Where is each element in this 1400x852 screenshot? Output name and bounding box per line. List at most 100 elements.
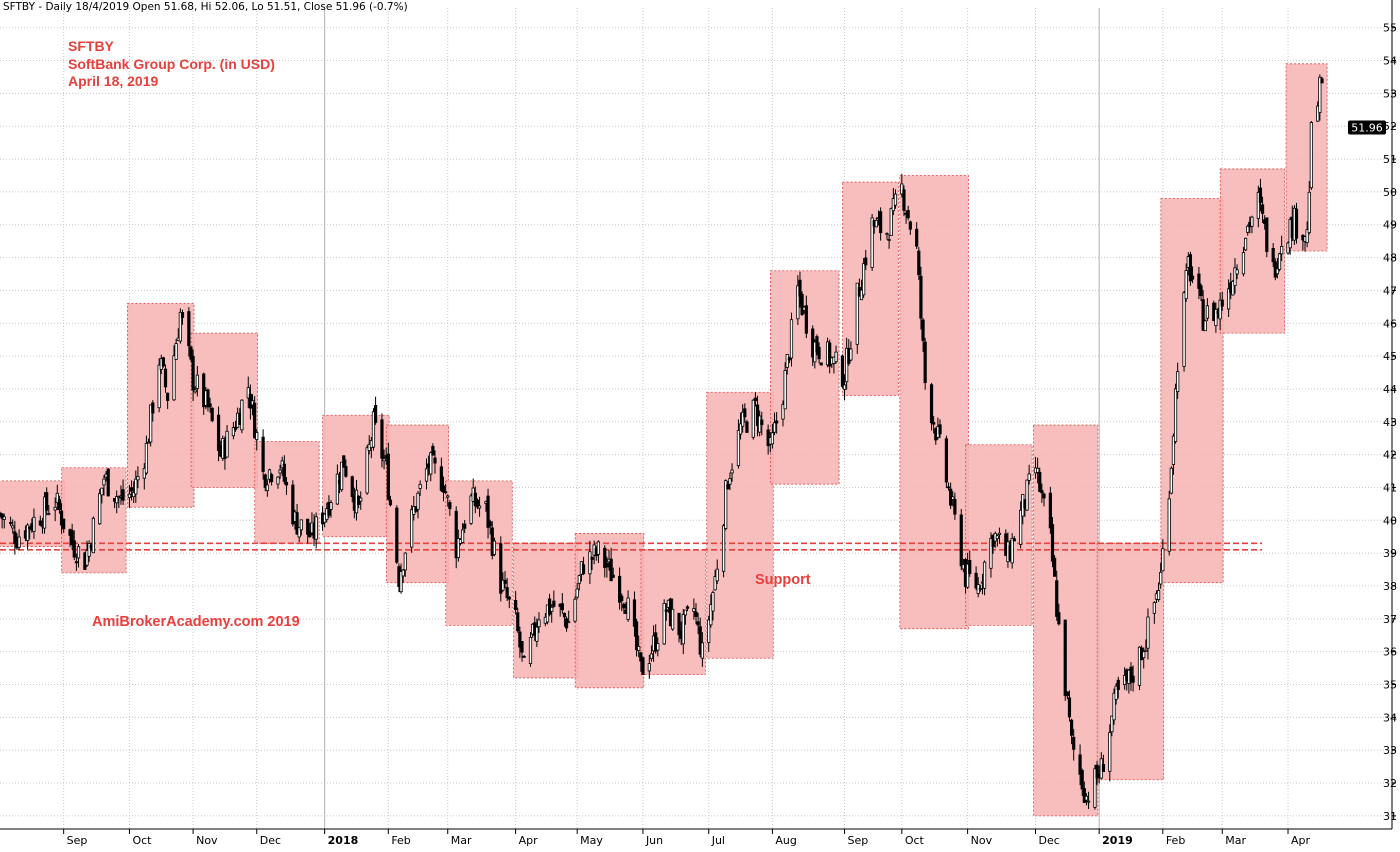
candle-body [889,208,893,236]
candle-body [1156,590,1161,600]
candle-body [1142,651,1146,659]
candle-body [1065,691,1069,697]
candle-body [225,430,229,458]
candle-body [1152,602,1156,614]
candle-body [562,612,567,618]
candle-body [590,557,594,560]
x-tick-label: Mar [1225,834,1246,847]
candle-body [416,492,420,510]
candles [0,74,1324,810]
candle-body [9,522,13,524]
candle-body [1199,285,1203,297]
candle-body [146,441,151,444]
candle-body [1246,225,1250,233]
candle-body [577,575,581,584]
y-tick-label: 33 [1383,744,1397,757]
candle-body [564,618,569,629]
candle-body [505,587,509,599]
x-tick-label: Dec [1039,834,1060,847]
candle-body [216,414,221,451]
candle-body [796,285,800,320]
candle-body [76,546,81,559]
candle-body [989,538,993,569]
candle-body [879,211,883,234]
candle-body [785,353,789,368]
candle-body [401,569,405,577]
monthly-range-box [769,270,840,485]
candle-body [11,525,15,529]
candle-body [696,621,700,626]
candle-body [255,432,259,440]
candle-body [106,468,110,497]
candle-body [944,438,948,483]
candle-body [1190,275,1195,280]
candle-body [477,505,482,509]
candle-body [1010,537,1014,564]
candle-body [700,642,704,659]
candle-body [997,532,1002,535]
candle-body [429,452,433,475]
x-tick-label: Jun [645,834,663,847]
candle-body [982,561,987,589]
x-tick-label: Apr [519,834,539,847]
candle-body [547,598,552,615]
candle-body [424,468,429,482]
candle-body [166,392,170,401]
candle-body [842,384,847,390]
candle-body [282,463,286,482]
candle-body [395,507,399,563]
candle-body [1146,616,1150,649]
candle-body [1078,754,1082,775]
y-tick-label: 42 [1383,449,1397,462]
candle-body [1265,217,1269,252]
candle-body [0,513,4,519]
candle-body [1063,619,1067,696]
candle-body [456,538,460,559]
candle-body [772,422,777,433]
candle-body [1182,292,1186,367]
x-tick-label: 2019 [1102,834,1133,847]
candle-body [371,411,376,448]
y-tick-label: 46 [1383,317,1397,330]
candle-body [743,408,747,418]
candle-body [656,643,660,651]
candle-body [1072,736,1076,750]
candle-body [1116,679,1120,690]
candle-body [85,550,89,566]
candle-body [70,530,74,545]
candle-body [74,561,78,564]
y-tick-label: 49 [1383,219,1397,232]
candle-body [1235,269,1239,275]
candle-body [115,496,119,504]
candle-body [929,384,934,424]
y-tick-label: 43 [1383,416,1397,429]
candle-body [575,588,579,598]
candle-body [520,640,524,653]
candle-body [662,603,666,645]
y-tick-label: 50 [1383,186,1397,199]
candle-body [685,606,690,609]
candle-body [1214,309,1218,327]
candle-body [953,499,957,515]
candle-body [959,514,963,567]
candle-body [709,604,713,626]
candle-body [864,257,868,266]
candle-body [473,492,477,507]
candle-body [887,239,891,241]
candle-body [1188,254,1193,282]
candle-body [849,348,853,361]
candle-body [1184,270,1188,300]
candle-body [499,543,503,594]
candle-body [1320,78,1324,84]
candle-body [1086,800,1091,803]
candle-body [1050,524,1055,562]
candle-body [516,612,520,632]
candle-body [1057,612,1061,625]
support-label: Support [755,572,811,588]
candle-body [1307,191,1311,234]
candle-body [726,484,730,490]
candle-body [460,529,465,543]
candle-body [834,351,838,363]
candle-body [250,400,255,406]
candle-body [475,499,480,508]
